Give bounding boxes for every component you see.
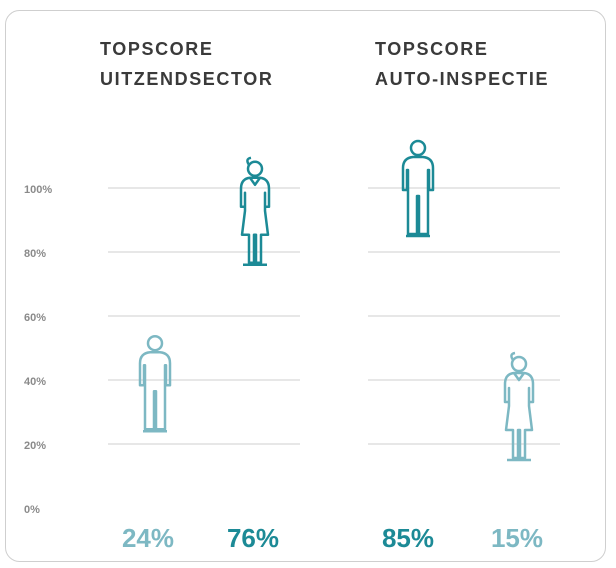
icon-body (239, 176, 271, 265)
person-icon (138, 334, 172, 433)
card (5, 10, 606, 562)
group-title: AUTO-INSPECTIE (375, 69, 549, 89)
group-title: UITZENDSECTOR (100, 69, 273, 89)
y-tick-label: 60% (24, 312, 46, 324)
icon-head (246, 160, 264, 178)
person-icon (401, 139, 435, 238)
icon-body (138, 350, 172, 431)
icon-body (503, 371, 535, 460)
icon-hair (246, 156, 252, 166)
value-label: 24% (122, 523, 174, 553)
person-icon (503, 351, 535, 462)
icon-head (409, 139, 427, 157)
y-tick-label: 0% (24, 504, 40, 516)
value-label: 76% (227, 523, 279, 553)
icon-body (401, 155, 435, 236)
y-tick-label: 100% (24, 184, 52, 196)
value-label: 85% (382, 523, 434, 553)
person-icon (239, 156, 271, 267)
y-tick-label: 80% (24, 248, 46, 260)
value-label: 15% (491, 523, 543, 553)
group-title: TOPSCORE (375, 39, 489, 59)
group-title: TOPSCORE (100, 39, 214, 59)
icon-hair (510, 351, 516, 361)
icon-head (510, 355, 528, 373)
y-tick-label: 40% (24, 376, 46, 388)
icon-head (146, 334, 164, 352)
y-tick-label: 20% (24, 440, 46, 452)
